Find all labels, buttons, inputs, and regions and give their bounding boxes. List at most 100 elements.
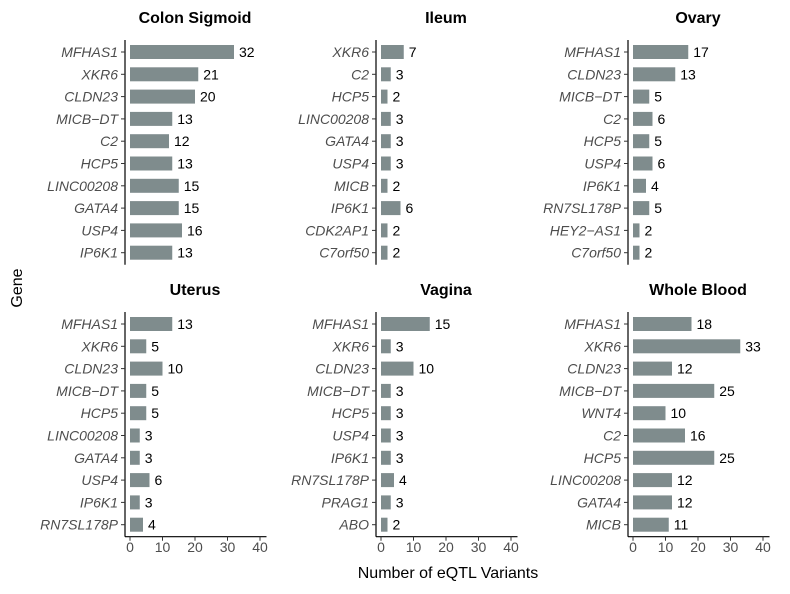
gene-label: XKR6	[80, 338, 118, 354]
data-label: 3	[396, 405, 404, 421]
gene-label: HCP5	[332, 89, 370, 105]
data-label: 3	[396, 383, 404, 399]
bar	[381, 111, 391, 126]
gene-label: RN7SL178P	[40, 517, 118, 533]
gene-label: HCP5	[332, 405, 370, 421]
data-label: 3	[396, 428, 404, 444]
data-label: 4	[651, 178, 659, 194]
data-label: 12	[677, 361, 693, 377]
data-label: 15	[435, 316, 451, 332]
bar	[130, 473, 150, 488]
gene-label: GATA4	[74, 450, 118, 466]
gene-label: WNT4	[581, 405, 621, 421]
gene-label: RN7SL178P	[291, 472, 369, 488]
gene-label: ABO	[338, 517, 369, 533]
panel-vagina: Vagina MFHAS1 15 XKR6 3 CLDN23 10 MICB−DT 3 HCP5 3…	[291, 282, 519, 555]
x-tick-label: 30	[220, 539, 236, 555]
gene-label: LINC00208	[47, 428, 118, 444]
gene-label: C2	[603, 111, 621, 127]
bar	[381, 156, 391, 171]
data-label: 4	[399, 472, 407, 488]
gene-label: LINC00208	[298, 111, 369, 127]
bar	[633, 339, 741, 354]
data-label: 7	[409, 44, 417, 60]
x-tick-label: 40	[755, 539, 771, 555]
data-label: 6	[658, 156, 666, 172]
gene-label: XKR6	[331, 338, 369, 354]
bar	[633, 111, 653, 126]
data-label: 12	[677, 494, 693, 510]
x-tick-label: 40	[503, 539, 519, 555]
bar	[633, 517, 669, 532]
gene-label: IP6K1	[583, 178, 621, 194]
panel-ileum: Ileum XKR6 7 C2 3 HCP5 2 LINC00208 3 GATA4 3 USP4 3 M…	[298, 10, 467, 265]
bar	[381, 406, 391, 421]
bar	[633, 156, 653, 171]
x-tick-label: 20	[187, 539, 203, 555]
gene-label: GATA4	[325, 133, 369, 149]
gene-label: LINC00208	[47, 178, 118, 194]
data-label: 3	[396, 66, 404, 82]
gene-label: CLDN23	[567, 66, 621, 82]
bar	[633, 67, 676, 82]
gene-label: HEY2−AS1	[550, 222, 621, 238]
gene-label: USP4	[332, 156, 369, 172]
gene-label: USP4	[584, 156, 621, 172]
gene-label: RN7SL178P	[543, 200, 621, 216]
bar	[633, 361, 672, 376]
data-label: 16	[690, 428, 706, 444]
x-tick-label: 10	[406, 539, 422, 555]
data-label: 6	[658, 111, 666, 127]
panel-ovary: Ovary MFHAS1 17 CLDN23 13 MICB−DT 5 C2 6 HCP5 5 USP…	[543, 10, 721, 265]
gene-label: MFHAS1	[564, 316, 621, 332]
bar	[633, 223, 640, 238]
bar	[381, 245, 388, 260]
data-label: 5	[151, 383, 159, 399]
data-label: 3	[396, 450, 404, 466]
panel-colon-sigmoid: Colon Sigmoid MFHAS1 32 XKR6 21 CLDN23 20 MICB−…	[47, 10, 255, 265]
gene-label: CLDN23	[567, 361, 621, 377]
x-tick-label: 0	[126, 539, 134, 555]
bar	[130, 89, 195, 104]
bar	[130, 178, 179, 193]
x-axis-title: Number of eQTL Variants	[358, 565, 539, 582]
bar	[381, 45, 404, 59]
data-label: 3	[145, 450, 153, 466]
bar	[130, 361, 163, 376]
bar	[633, 245, 640, 260]
bar	[381, 383, 391, 398]
gene-label: HCP5	[81, 156, 119, 172]
data-label: 2	[393, 222, 401, 238]
data-label: 10	[168, 361, 184, 377]
gene-label: MFHAS1	[61, 44, 118, 60]
bar	[633, 450, 715, 465]
gene-label: CDK2AP1	[305, 222, 369, 238]
bar	[130, 495, 140, 510]
bar	[633, 201, 650, 216]
gene-label: C7orf50	[571, 245, 621, 261]
panel-title: Ileum	[425, 10, 467, 27]
bar	[130, 428, 140, 443]
bar	[381, 517, 388, 532]
bar	[633, 406, 666, 421]
data-label: 6	[406, 200, 414, 216]
bar	[633, 383, 715, 398]
gene-label: IP6K1	[80, 494, 118, 510]
data-label: 18	[697, 316, 713, 332]
gene-label: MICB−DT	[559, 383, 622, 399]
x-tick-label: 20	[690, 539, 706, 555]
bar	[381, 428, 391, 443]
x-tick-label: 0	[377, 539, 385, 555]
data-label: 21	[203, 66, 219, 82]
gene-label: MICB	[586, 517, 621, 533]
data-label: 12	[174, 133, 190, 149]
bar	[130, 406, 147, 421]
data-label: 17	[693, 44, 709, 60]
bar	[130, 450, 140, 465]
gene-label: IP6K1	[331, 200, 369, 216]
gene-label: IP6K1	[80, 245, 118, 261]
panel-title: Colon Sigmoid	[139, 10, 252, 27]
data-label: 10	[419, 361, 435, 377]
bar	[633, 428, 685, 443]
data-label: 3	[396, 133, 404, 149]
